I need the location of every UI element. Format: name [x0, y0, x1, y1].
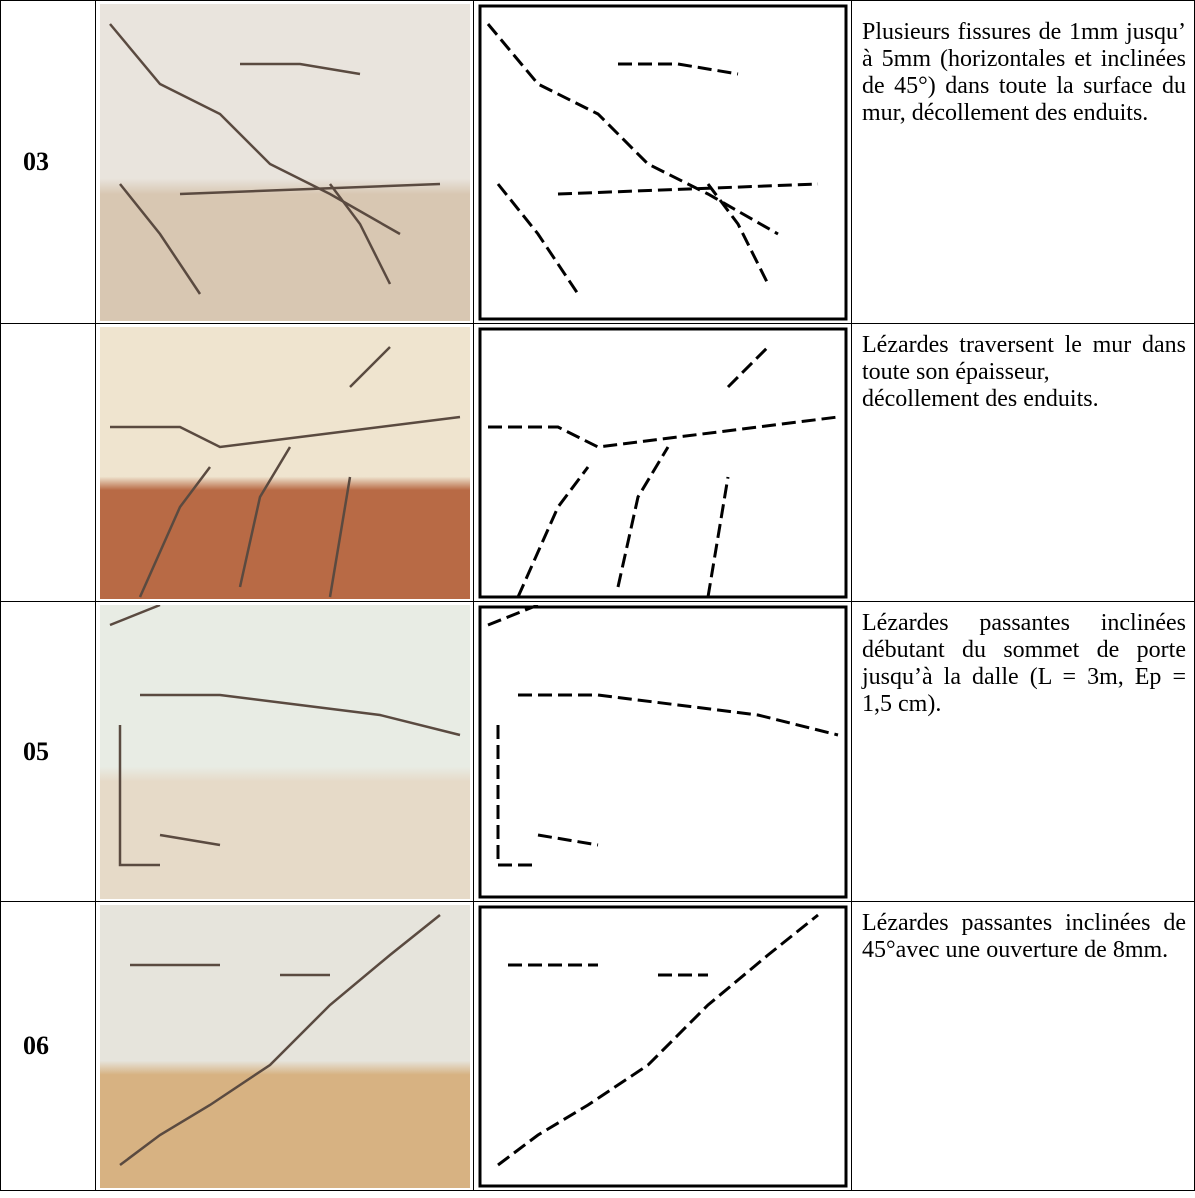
photo-cell — [95, 601, 474, 902]
edge-crack — [537, 833, 598, 846]
crack — [118, 724, 160, 866]
table-row: Lézardes traversent le mur dans toute so… — [0, 323, 1195, 602]
photo-cell — [95, 901, 474, 1191]
table-row: 03 Plusieurs fissures de 1mm jusqu’ à 5mm… — [0, 0, 1195, 324]
photo-cell — [95, 0, 474, 324]
edge-crack — [496, 724, 538, 866]
crack — [109, 604, 160, 626]
crack — [118, 182, 201, 295]
edge-crack — [496, 182, 579, 295]
edge-crack — [617, 62, 738, 75]
table-row: 06 Lézardes passantes inclinées de 45°ave… — [0, 901, 1195, 1191]
description-cell: Lézardes passantes inclinées de 45°avec … — [851, 901, 1195, 1191]
row-number: 03 — [0, 0, 96, 324]
edge-crack — [516, 465, 589, 598]
edge-image — [478, 4, 847, 320]
crack — [239, 62, 360, 75]
photo-bg — [99, 604, 470, 899]
edge-image — [478, 905, 847, 1187]
edge-frame — [478, 905, 847, 1187]
table-row: 05 Lézardes passantes inclinées débutant … — [0, 601, 1195, 902]
photo-bg — [99, 904, 470, 1188]
description: Lézardes traversent le mur dans toute so… — [862, 332, 1186, 385]
edge-cell — [473, 601, 852, 902]
edge-crack — [486, 604, 539, 626]
row-number: 05 — [0, 601, 96, 902]
description-cell: Plusieurs fissures de 1mm jusqu’ à 5mm (… — [851, 0, 1195, 324]
crack — [109, 415, 460, 448]
description: Plusieurs fissures de 1mm jusqu’ à 5mm (… — [862, 19, 1186, 126]
photo — [99, 904, 470, 1188]
edge-frame — [478, 327, 847, 598]
description-cell: Lézardes traversent le mur dans toute so… — [851, 323, 1195, 602]
crack — [238, 445, 291, 587]
edge-crack — [557, 182, 818, 195]
row-number: 06 — [0, 901, 96, 1191]
description: Lézardes passantes inclinées débutant du… — [862, 610, 1186, 717]
crack — [328, 476, 351, 597]
photo — [99, 604, 470, 899]
edge-crack — [706, 476, 729, 597]
edge-cell — [473, 323, 852, 602]
edge-crack — [496, 913, 819, 1166]
edge-crack — [517, 693, 838, 736]
edge-cell — [473, 0, 852, 324]
photo-bg — [99, 326, 470, 599]
edge-image — [478, 604, 847, 898]
description: décollement des enduits. — [862, 386, 1099, 412]
edge-cell — [473, 901, 852, 1191]
photo-bg — [99, 3, 470, 321]
crack — [159, 833, 220, 846]
edge-frame — [478, 4, 847, 320]
edge-image — [478, 327, 847, 598]
crack — [348, 345, 391, 388]
edge-crack — [616, 445, 669, 587]
photo-cell — [95, 323, 474, 602]
crack — [328, 182, 391, 285]
crack — [118, 913, 441, 1166]
photo — [99, 3, 470, 321]
edge-crack — [486, 22, 779, 235]
photo — [99, 326, 470, 599]
crack — [179, 182, 440, 195]
edge-crack — [487, 415, 838, 449]
crack — [139, 693, 460, 736]
description-cell: Lézardes passantes inclinées débutant du… — [851, 601, 1195, 902]
row-number — [0, 323, 96, 602]
edge-crack — [706, 182, 769, 285]
edge-crack — [726, 345, 769, 388]
crack — [138, 465, 211, 598]
description: Lézardes passantes inclinées de 45°avec … — [862, 910, 1186, 963]
edge-frame — [478, 605, 847, 898]
